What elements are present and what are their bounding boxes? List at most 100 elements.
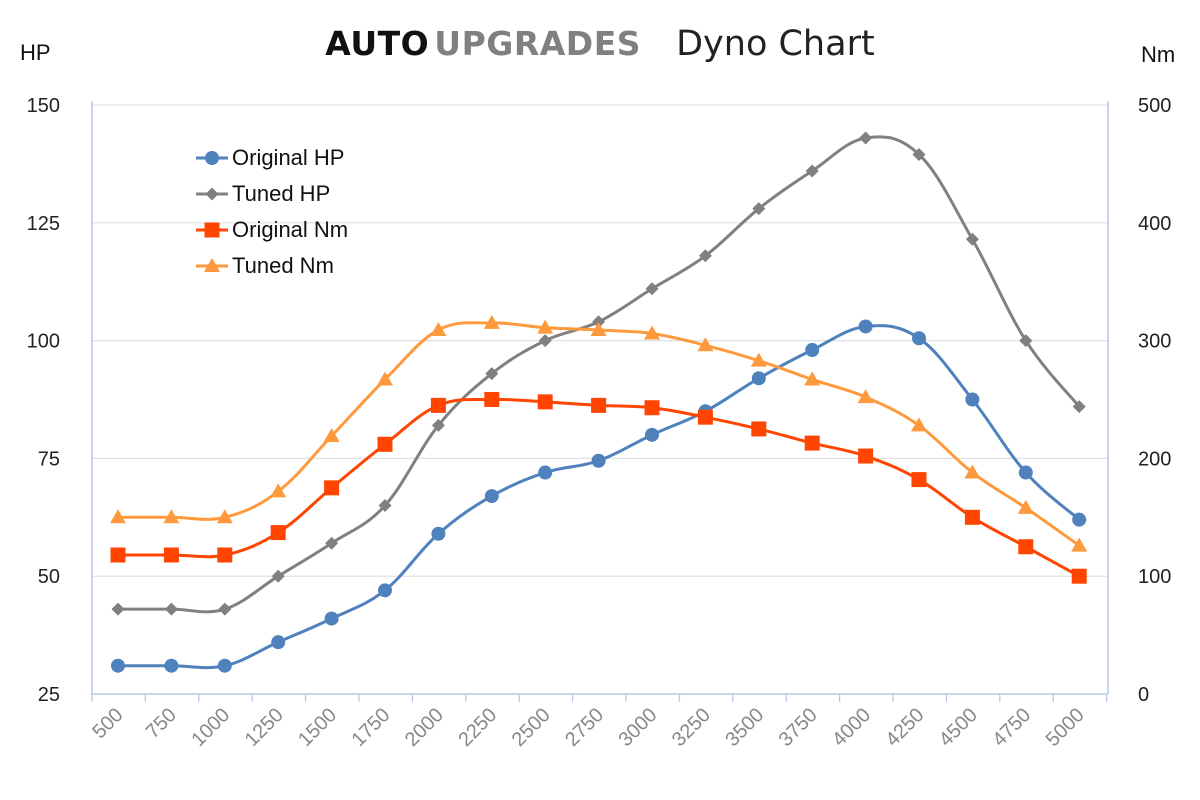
tuned-hp-point <box>645 282 659 296</box>
original-hp-point <box>751 371 766 386</box>
x-tick-label: 2250 <box>454 704 501 751</box>
x-tick-label: 2750 <box>561 704 608 751</box>
original-hp-point <box>858 319 873 334</box>
legend-item: Original Nm <box>196 214 348 250</box>
series-lines <box>110 131 1088 673</box>
original-hp-point <box>164 658 179 673</box>
original-nm-line <box>118 397 1080 578</box>
tuned-nm-point <box>857 389 874 404</box>
original-nm-point <box>1018 539 1034 555</box>
tuned-hp-point <box>325 536 339 550</box>
tuned-hp-point <box>912 147 926 161</box>
legend: Original HP Tuned HP Original Nm Tuned Nm <box>196 142 348 286</box>
tuned-nm-point <box>377 371 393 386</box>
tuned-hp-point <box>271 569 285 583</box>
tuned-nm-point <box>644 325 660 340</box>
original-hp-line <box>118 324 1081 670</box>
original-hp-point <box>271 635 286 650</box>
original-nm-point <box>964 509 980 525</box>
original-nm-point <box>1071 568 1087 584</box>
original-hp-point <box>111 658 125 673</box>
legend-marker <box>204 258 220 272</box>
legend-label: Tuned HP <box>232 181 331 206</box>
x-tick-label: 3250 <box>668 704 715 751</box>
legend-item: Tuned HP <box>196 178 348 214</box>
original-nm-point <box>484 392 500 407</box>
x-tick-label: 2500 <box>508 704 555 751</box>
original-nm-point <box>644 400 660 416</box>
original-hp-point <box>645 427 659 442</box>
left-tick-label: 125 <box>27 213 60 235</box>
tuned-nm-point <box>430 321 447 336</box>
legend-marker <box>204 222 220 238</box>
original-hp-point <box>217 658 232 673</box>
original-nm-point <box>324 480 340 496</box>
x-tick-label: 1000 <box>187 704 234 751</box>
legend-label: Original Nm <box>232 217 349 242</box>
original-nm-point <box>110 547 126 563</box>
x-tick-label: 3000 <box>615 704 662 751</box>
original-nm-point <box>591 397 607 413</box>
x-tick-label: 4250 <box>882 704 929 751</box>
right-tick-label: 400 <box>1138 213 1171 235</box>
tuned-nm-point <box>590 321 607 336</box>
x-tick-label: 1500 <box>294 704 341 751</box>
x-tick-label: 4000 <box>828 704 875 751</box>
tuned-hp-point <box>965 232 979 246</box>
original-nm-point <box>377 436 393 452</box>
tuned-hp-point <box>1072 400 1086 414</box>
legend-swatch <box>196 151 228 165</box>
x-tick-label: 500 <box>88 704 127 743</box>
original-nm-point <box>858 448 874 464</box>
tuned-nm-point <box>270 483 287 498</box>
tuned-nm-point <box>110 509 126 524</box>
tuned-nm-point <box>1017 499 1034 514</box>
x-tick-label: 750 <box>142 704 181 743</box>
original-hp-point <box>965 392 980 407</box>
tuned-hp-line <box>117 135 1081 614</box>
left-tick-label: 50 <box>38 566 60 588</box>
tuned-hp-point <box>805 164 819 178</box>
tuned-hp-point <box>1019 334 1033 348</box>
legend-swatch <box>196 258 228 272</box>
tuned-nm-point <box>537 319 554 334</box>
original-nm-point <box>804 435 820 451</box>
original-hp-point <box>1018 465 1033 480</box>
right-axis-unit: Nm <box>1141 42 1176 67</box>
original-hp-point <box>805 343 820 358</box>
tuned-nm-point <box>1071 537 1088 552</box>
tuned-nm-point <box>697 337 714 352</box>
x-tick-label: 4500 <box>935 704 982 751</box>
tuned-nm-point <box>750 352 767 367</box>
tuned-hp-point <box>592 315 606 329</box>
legend-item: Original HP <box>196 142 348 178</box>
chart-title: AUTO UPGRADES Dyno Chart <box>0 24 1200 64</box>
tuned-hp-point <box>698 249 712 263</box>
axes <box>91 101 1109 702</box>
x-tick-label: 3750 <box>775 704 822 751</box>
right-tick-label: 0 <box>1138 684 1149 706</box>
original-nm-point <box>270 525 286 541</box>
original-hp-point <box>324 611 339 626</box>
tuned-nm-point <box>163 509 180 524</box>
original-nm-line-group <box>110 392 1087 584</box>
original-nm-point <box>430 397 446 413</box>
tuned-hp-point <box>485 367 499 381</box>
tuned-nm-point <box>804 371 821 386</box>
original-hp-point <box>912 331 926 346</box>
legend-label: Original HP <box>232 145 345 170</box>
tuned-hp-point <box>164 602 178 616</box>
legend-marker <box>205 187 219 201</box>
right-tick-label: 200 <box>1138 448 1171 470</box>
left-tick-label: 25 <box>38 684 60 706</box>
original-nm-point <box>751 421 767 437</box>
right-tick-label: 100 <box>1138 566 1171 588</box>
chart-subtitle: Dyno Chart <box>676 24 875 64</box>
tuned-hp-point <box>431 418 445 432</box>
brand-upgrades: UPGRADES <box>434 24 642 63</box>
original-nm-point <box>537 394 553 410</box>
tuned-nm-point <box>323 428 340 443</box>
original-hp-point <box>591 453 606 468</box>
tuned-nm-point <box>964 464 981 479</box>
